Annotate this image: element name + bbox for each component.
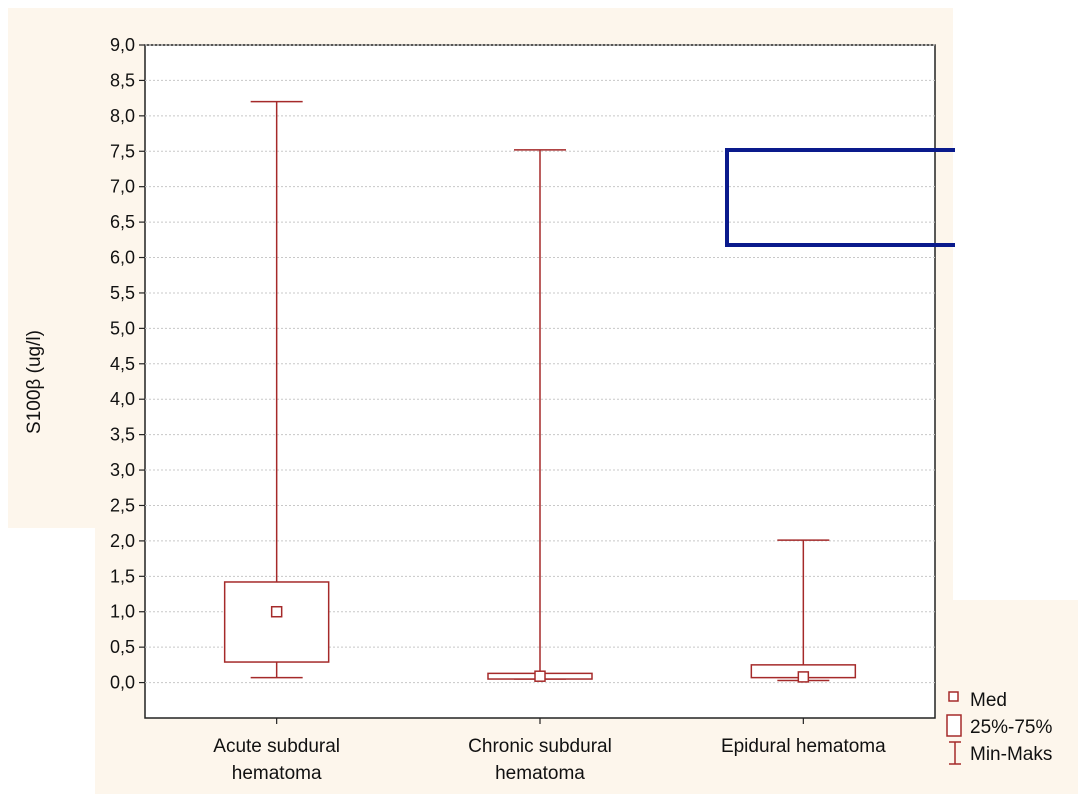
y-tick-layer: 9,0 8,5 8,0 7,5 7,0 6,5 6,0 5,5 5,0 4,5 4,0 3,5 3,0 2… <box>110 35 145 693</box>
y-axis-label: S100β (ug/l) <box>24 330 45 434</box>
y-tick-label: 9,0 <box>110 35 135 55</box>
category-label: Chronic subdural <box>468 736 612 757</box>
legend-whisker-icon <box>949 741 961 765</box>
y-tick-label: 6,5 <box>110 212 135 232</box>
background-panel-legend <box>935 600 1078 794</box>
y-tick-label: 5,5 <box>110 283 135 303</box>
y-tick-label: 4,0 <box>110 389 135 409</box>
y-tick-label: 8,5 <box>110 70 135 90</box>
category-label: Acute subdural <box>213 736 340 757</box>
y-tick-label: 2,5 <box>110 495 135 515</box>
category-label: hematoma <box>232 763 322 784</box>
legend-box-icon <box>946 714 962 737</box>
legend-label-box: 25%-75% <box>970 717 1052 738</box>
category-label-layer: Acute subdural hematoma Chronic subdural he… <box>213 718 886 784</box>
legend-median-icon <box>948 691 959 702</box>
category-label: hematoma <box>495 763 585 784</box>
y-tick-label: 1,5 <box>110 566 135 586</box>
median-marker <box>797 671 810 683</box>
y-tick-label: 1,0 <box>110 602 135 622</box>
y-tick-label: 2,0 <box>110 531 135 551</box>
y-tick-label: 4,5 <box>110 354 135 374</box>
legend-label-whisker: Min-Maks <box>970 744 1052 765</box>
y-tick-label: 6,0 <box>110 248 135 268</box>
y-tick-label: 3,5 <box>110 425 135 445</box>
iqr-box <box>223 581 330 663</box>
y-tick-label: 5,0 <box>110 318 135 338</box>
y-tick-label: 3,0 <box>110 460 135 480</box>
y-tick-label: 7,5 <box>110 141 135 161</box>
legend-label-median: Med <box>970 690 1007 711</box>
overlay-rectangle <box>725 148 955 247</box>
y-tick-label: 0,5 <box>110 637 135 657</box>
y-tick-label: 0,0 <box>110 673 135 693</box>
box-layer <box>223 100 857 683</box>
median-marker <box>534 670 546 682</box>
category-label: Epidural hematoma <box>721 736 886 757</box>
y-tick-label: 8,0 <box>110 106 135 126</box>
legend: Med 25%-75% Min-Maks <box>946 690 1052 765</box>
y-tick-label: 7,0 <box>110 177 135 197</box>
median-marker <box>270 605 283 618</box>
